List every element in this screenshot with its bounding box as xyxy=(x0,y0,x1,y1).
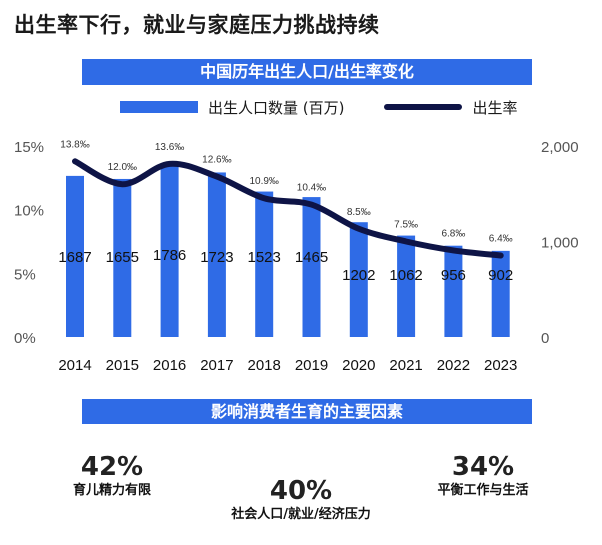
bar-2015 xyxy=(113,178,132,337)
birth-rate-label: 7.5‰ xyxy=(394,220,418,231)
bar-value-label: 1687 xyxy=(58,249,91,266)
legend-bar-label: 出生人口数量 (百万) xyxy=(208,98,345,117)
bar-value-label: 1465 xyxy=(295,249,328,266)
bar-value-label: 1786 xyxy=(153,247,186,264)
x-axis-tick: 2022 xyxy=(437,357,470,374)
legend-bar-swatch xyxy=(120,101,198,113)
birth-rate-label: 10.9‰ xyxy=(249,176,278,187)
factor-pct: 34% xyxy=(451,452,515,482)
bar-2021 xyxy=(397,235,416,337)
bar-value-label: 956 xyxy=(441,267,466,284)
bar-2014 xyxy=(66,175,84,337)
bar-value-label: 1202 xyxy=(342,267,375,284)
birth-rate-label: 10.4‰ xyxy=(297,183,326,194)
bar-2020 xyxy=(349,222,368,337)
birth-rate-label: 12.6‰ xyxy=(202,155,231,166)
factor-label: 育儿精力有限 xyxy=(72,483,151,498)
bar-value-label: 1655 xyxy=(106,249,139,266)
x-axis-tick: 2018 xyxy=(248,357,281,374)
birth-rate-label: 13.6‰ xyxy=(155,142,184,153)
chart-title-banner: 中国历年出生人口/出生率变化 xyxy=(82,59,532,85)
factor-label: 平衡工作与生活 xyxy=(437,483,529,498)
bar-value-label: 1523 xyxy=(248,249,281,266)
factor-label: 社会人口/就业/经济压力 xyxy=(231,507,371,522)
legend-line-swatch xyxy=(384,104,463,110)
x-axis-tick: 2021 xyxy=(389,357,422,374)
bar-2016 xyxy=(160,166,179,337)
factor-pct: 40% xyxy=(269,476,333,506)
x-axis-tick: 2015 xyxy=(106,357,139,374)
birth-rate-label: 8.5‰ xyxy=(347,207,371,218)
bar-2018 xyxy=(255,191,274,337)
x-axis-tick: 2023 xyxy=(484,357,517,374)
legend-line-label: 出生率 xyxy=(472,98,518,117)
right-axis-tick: 1,000 xyxy=(541,235,579,252)
x-axis-tick: 2017 xyxy=(200,357,233,374)
birth-rate-line xyxy=(72,158,504,259)
birth-rate-label: 6.4‰ xyxy=(489,234,513,245)
left-axis-tick: 10% xyxy=(14,203,44,220)
birth-rate-label: 13.8‰ xyxy=(60,139,89,150)
factor-childcare: 42% 育儿精力有限 xyxy=(32,452,192,500)
x-axis-tick: 2019 xyxy=(295,357,328,374)
bar-2017 xyxy=(207,172,226,337)
bar-value-label: 902 xyxy=(488,267,513,284)
x-axis-tick: 2014 xyxy=(58,357,91,374)
chart-legend: 出生人口数量 (百万) 出生率 xyxy=(120,96,518,118)
bar-value-label: 1062 xyxy=(389,267,422,284)
factors-banner: 影响消费者生育的主要因素 xyxy=(82,399,532,424)
factor-social-pressure: 40% 社会人口/就业/经济压力 xyxy=(196,476,406,524)
left-axis-tick: 5% xyxy=(14,266,36,283)
factor-work-life: 34% 平衡工作与生活 xyxy=(408,452,558,500)
birth-rate-label: 12.0‰ xyxy=(108,162,137,173)
bar-value-label: 1723 xyxy=(200,249,233,266)
x-axis-tick: 2016 xyxy=(153,357,186,374)
birth-rate-label: 6.8‰ xyxy=(441,228,465,239)
x-axis-tick: 2020 xyxy=(342,357,375,374)
factor-pct: 42% xyxy=(80,452,144,482)
birth-chart: 0% 5% 10% 15% 0 1,000 2,000 13.8‰ 12.0‰ 13.6‰ 12.6… xyxy=(14,139,579,374)
right-axis-tick: 0 xyxy=(541,330,549,347)
left-axis-tick: 0% xyxy=(14,330,36,347)
bar-2019 xyxy=(302,197,321,337)
right-axis-tick: 2,000 xyxy=(541,139,579,156)
left-axis-tick: 15% xyxy=(14,139,44,156)
page-title: 出生率下行，就业与家庭压力挑战持续 xyxy=(14,13,380,37)
bar-2023 xyxy=(491,250,510,337)
bar-2022 xyxy=(444,245,463,337)
